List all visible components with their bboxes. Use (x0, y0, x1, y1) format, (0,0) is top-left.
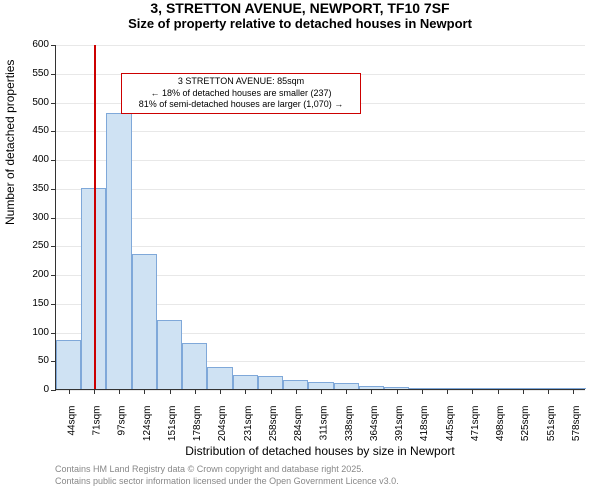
x-tick (170, 389, 171, 394)
y-tick-label: 100 (14, 327, 49, 338)
x-tick-label: 258sqm (268, 406, 279, 442)
histogram-bar (233, 375, 258, 389)
histogram-bar (56, 340, 81, 389)
x-tick (245, 389, 246, 394)
chart-container: 3, STRETTON AVENUE, NEWPORT, TF10 7SF Si… (0, 0, 600, 500)
gridline (56, 45, 585, 46)
y-tick-label: 0 (14, 384, 49, 395)
y-tick (51, 160, 56, 161)
x-tick-label: 124sqm (142, 406, 153, 442)
histogram-bar (283, 380, 308, 389)
x-tick (523, 389, 524, 394)
x-tick (447, 389, 448, 394)
x-tick (321, 389, 322, 394)
histogram-bar (132, 254, 157, 389)
x-tick-label: 44sqm (66, 406, 77, 436)
x-tick-label: 284sqm (293, 406, 304, 442)
y-tick (51, 275, 56, 276)
x-tick (422, 389, 423, 394)
y-tick (51, 74, 56, 75)
y-tick (51, 45, 56, 46)
x-tick (397, 389, 398, 394)
y-tick (51, 131, 56, 132)
gridline (56, 246, 585, 247)
x-axis-label: Distribution of detached houses by size … (55, 444, 585, 458)
y-tick (51, 304, 56, 305)
y-tick-label: 450 (14, 125, 49, 136)
annotation-line: 81% of semi-detached houses are larger (… (128, 99, 354, 111)
x-tick-label: 231sqm (243, 406, 254, 442)
x-tick-label: 97sqm (117, 406, 128, 436)
x-tick-label: 418sqm (419, 406, 430, 442)
footer-line-1: Contains HM Land Registry data © Crown c… (55, 464, 399, 476)
y-tick-label: 50 (14, 355, 49, 366)
x-tick-label: 391sqm (394, 406, 405, 442)
x-tick (195, 389, 196, 394)
x-tick-label: 71sqm (91, 406, 102, 436)
x-tick (548, 389, 549, 394)
histogram-bar (182, 343, 207, 389)
x-tick (69, 389, 70, 394)
y-tick-label: 550 (14, 68, 49, 79)
x-tick (371, 389, 372, 394)
x-tick (119, 389, 120, 394)
x-tick-label: 311sqm (319, 406, 330, 441)
x-tick (94, 389, 95, 394)
annotation-box: 3 STRETTON AVENUE: 85sqm← 18% of detache… (121, 73, 361, 114)
gridline (56, 218, 585, 219)
x-tick (498, 389, 499, 394)
y-tick-label: 500 (14, 97, 49, 108)
property-marker-line (94, 45, 96, 389)
y-tick-label: 350 (14, 183, 49, 194)
y-tick (51, 103, 56, 104)
x-tick-label: 151sqm (167, 406, 178, 442)
annotation-line: ← 18% of detached houses are smaller (23… (128, 88, 354, 100)
y-tick-label: 400 (14, 154, 49, 165)
chart-title: 3, STRETTON AVENUE, NEWPORT, TF10 7SF (0, 0, 600, 16)
y-tick (51, 218, 56, 219)
y-tick-label: 200 (14, 269, 49, 280)
x-tick-label: 471sqm (470, 406, 481, 442)
y-tick-label: 150 (14, 298, 49, 309)
x-tick-label: 551sqm (546, 406, 557, 442)
y-tick (51, 246, 56, 247)
x-tick-label: 578sqm (571, 406, 582, 442)
gridline (56, 160, 585, 161)
y-tick-label: 250 (14, 240, 49, 251)
annotation-line: 3 STRETTON AVENUE: 85sqm (128, 76, 354, 88)
x-tick-label: 364sqm (369, 406, 380, 442)
x-tick (220, 389, 221, 394)
histogram-bar (258, 376, 283, 389)
y-tick (51, 390, 56, 391)
x-tick (573, 389, 574, 394)
footer-attribution: Contains HM Land Registry data © Crown c… (55, 464, 399, 487)
histogram-bar (308, 382, 333, 389)
x-tick (472, 389, 473, 394)
x-tick (144, 389, 145, 394)
histogram-bar (207, 367, 232, 389)
x-tick-label: 445sqm (445, 406, 456, 442)
histogram-bar (106, 113, 131, 389)
y-tick (51, 333, 56, 334)
y-tick (51, 189, 56, 190)
x-tick-label: 525sqm (520, 406, 531, 442)
x-tick-label: 178sqm (192, 406, 203, 442)
x-tick (346, 389, 347, 394)
chart-subtitle: Size of property relative to detached ho… (0, 16, 600, 31)
x-tick-label: 338sqm (344, 406, 355, 442)
y-tick-label: 600 (14, 39, 49, 50)
x-tick (296, 389, 297, 394)
footer-line-2: Contains public sector information licen… (55, 476, 399, 488)
histogram-bar (157, 320, 182, 389)
gridline (56, 131, 585, 132)
y-tick-label: 300 (14, 212, 49, 223)
x-tick-label: 204sqm (218, 406, 229, 442)
x-tick-label: 498sqm (495, 406, 506, 442)
gridline (56, 189, 585, 190)
plot-area: 05010015020025030035040045050055060044sq… (55, 45, 585, 390)
x-tick (271, 389, 272, 394)
